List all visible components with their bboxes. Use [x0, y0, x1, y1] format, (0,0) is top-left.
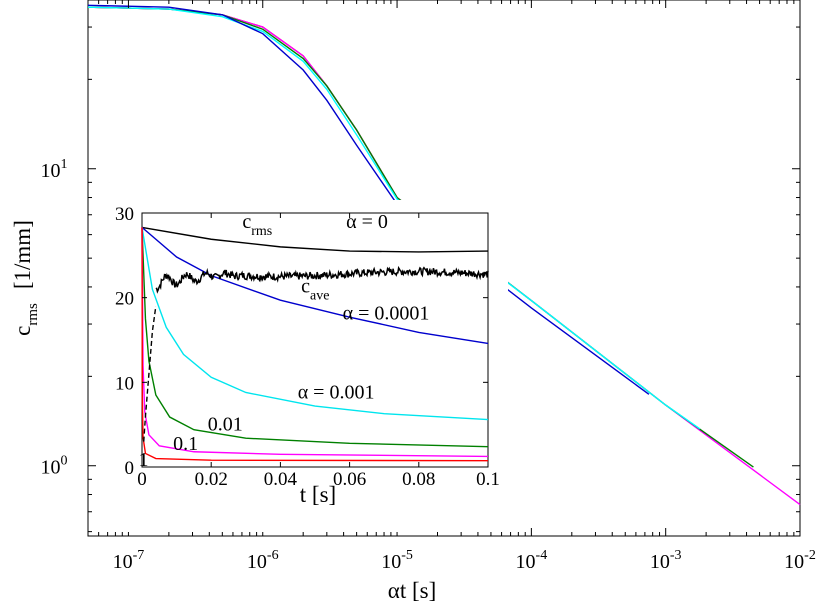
inset-series-line-2	[141, 227, 489, 421]
inset-y-tick-label-3: 30	[115, 204, 134, 225]
inset-y-tick-label-1: 10	[115, 373, 134, 394]
inset-series-line-1	[141, 226, 489, 345]
inset-annotation-0: α = 0	[346, 211, 388, 233]
inset-series-group	[141, 226, 489, 462]
inset-annotation-1: α = 0.0001	[343, 303, 430, 325]
inset-x-tick-labels: 0 0.02 0.04 0.06 0.08 0.1	[137, 469, 500, 490]
inset-series-line-3	[141, 227, 489, 448]
main-plot-frame	[87, 0, 801, 537]
inset-ticks	[141, 212, 489, 468]
inset-x-tick-label-5: 0.1	[476, 469, 500, 490]
main-x-tick-labels: 10-7 10-6 10-5 10-4 10-3 10-2	[113, 548, 816, 573]
inset-series-line-4	[141, 227, 489, 458]
inset-y-tick-labels: 0 10 20 30	[115, 204, 134, 479]
svg-text:crms[1/mm]: crms [1/mm]	[10, 220, 41, 336]
y-label-main: c	[10, 326, 35, 336]
inset-cave-noisy-line	[155, 265, 489, 294]
inset-x-tick-label-1: 0.02	[195, 469, 228, 490]
main-series-group	[87, 4, 801, 506]
inset-x-tick-label-3: 0.06	[333, 469, 366, 490]
inset-x-tick-label-2: 0.04	[264, 469, 298, 490]
inset-annotation-4: 0.1	[173, 433, 198, 455]
inset-annotations: α = 0 α = 0.0001 α = 0.001 0.01 0.1 1 crms cave	[139, 211, 430, 471]
main-y-tick-label-1: 101	[41, 157, 68, 182]
main-ticks	[87, 0, 801, 536]
inset-series-line-5	[141, 227, 489, 462]
main-x-tick-label-2: 10-5	[381, 548, 413, 573]
inset-background	[100, 200, 508, 532]
inset-plot: 0 0.02 0.04 0.06 0.08 0.1 0 10 20 30 α = 0 α = 0.…	[100, 200, 508, 532]
inset-x-tick-label-0: 0	[137, 469, 147, 490]
main-x-tick-label-5: 10-2	[784, 548, 816, 573]
main-y-tick-label-0: 100	[41, 454, 68, 479]
inset-annotation-7: cave	[301, 276, 329, 304]
inset-x-axis-label: t [s]	[300, 482, 336, 507]
inset-x-tick-label-4: 0.08	[402, 469, 435, 490]
inset-annotation-5: 1	[139, 449, 149, 471]
main-series-line-3	[87, 6, 701, 430]
main-x-tick-label-4: 10-3	[650, 548, 682, 573]
main-x-tick-label-0: 10-7	[113, 548, 145, 573]
y-label-unit: [1/mm]	[10, 220, 35, 289]
main-x-tick-label-3: 10-4	[516, 548, 548, 573]
y-label-sub: rms	[25, 303, 41, 326]
main-y-axis-label: crms [1/mm]	[10, 220, 41, 336]
inset-annotation-2: α = 0.001	[298, 381, 375, 403]
main-y-tick-labels: 100 101	[41, 157, 68, 479]
inset-y-tick-label-2: 20	[115, 289, 134, 310]
inset-series-line-6	[143, 306, 157, 442]
inset-annotation-3: 0.01	[208, 414, 243, 436]
main-x-tick-label-1: 10-6	[247, 548, 279, 573]
inset-annotation-6: crms	[242, 211, 272, 239]
inset-series-line-0	[141, 226, 489, 253]
inset-y-tick-label-0: 0	[125, 458, 135, 479]
main-x-axis-label: αt [s]	[388, 578, 436, 603]
